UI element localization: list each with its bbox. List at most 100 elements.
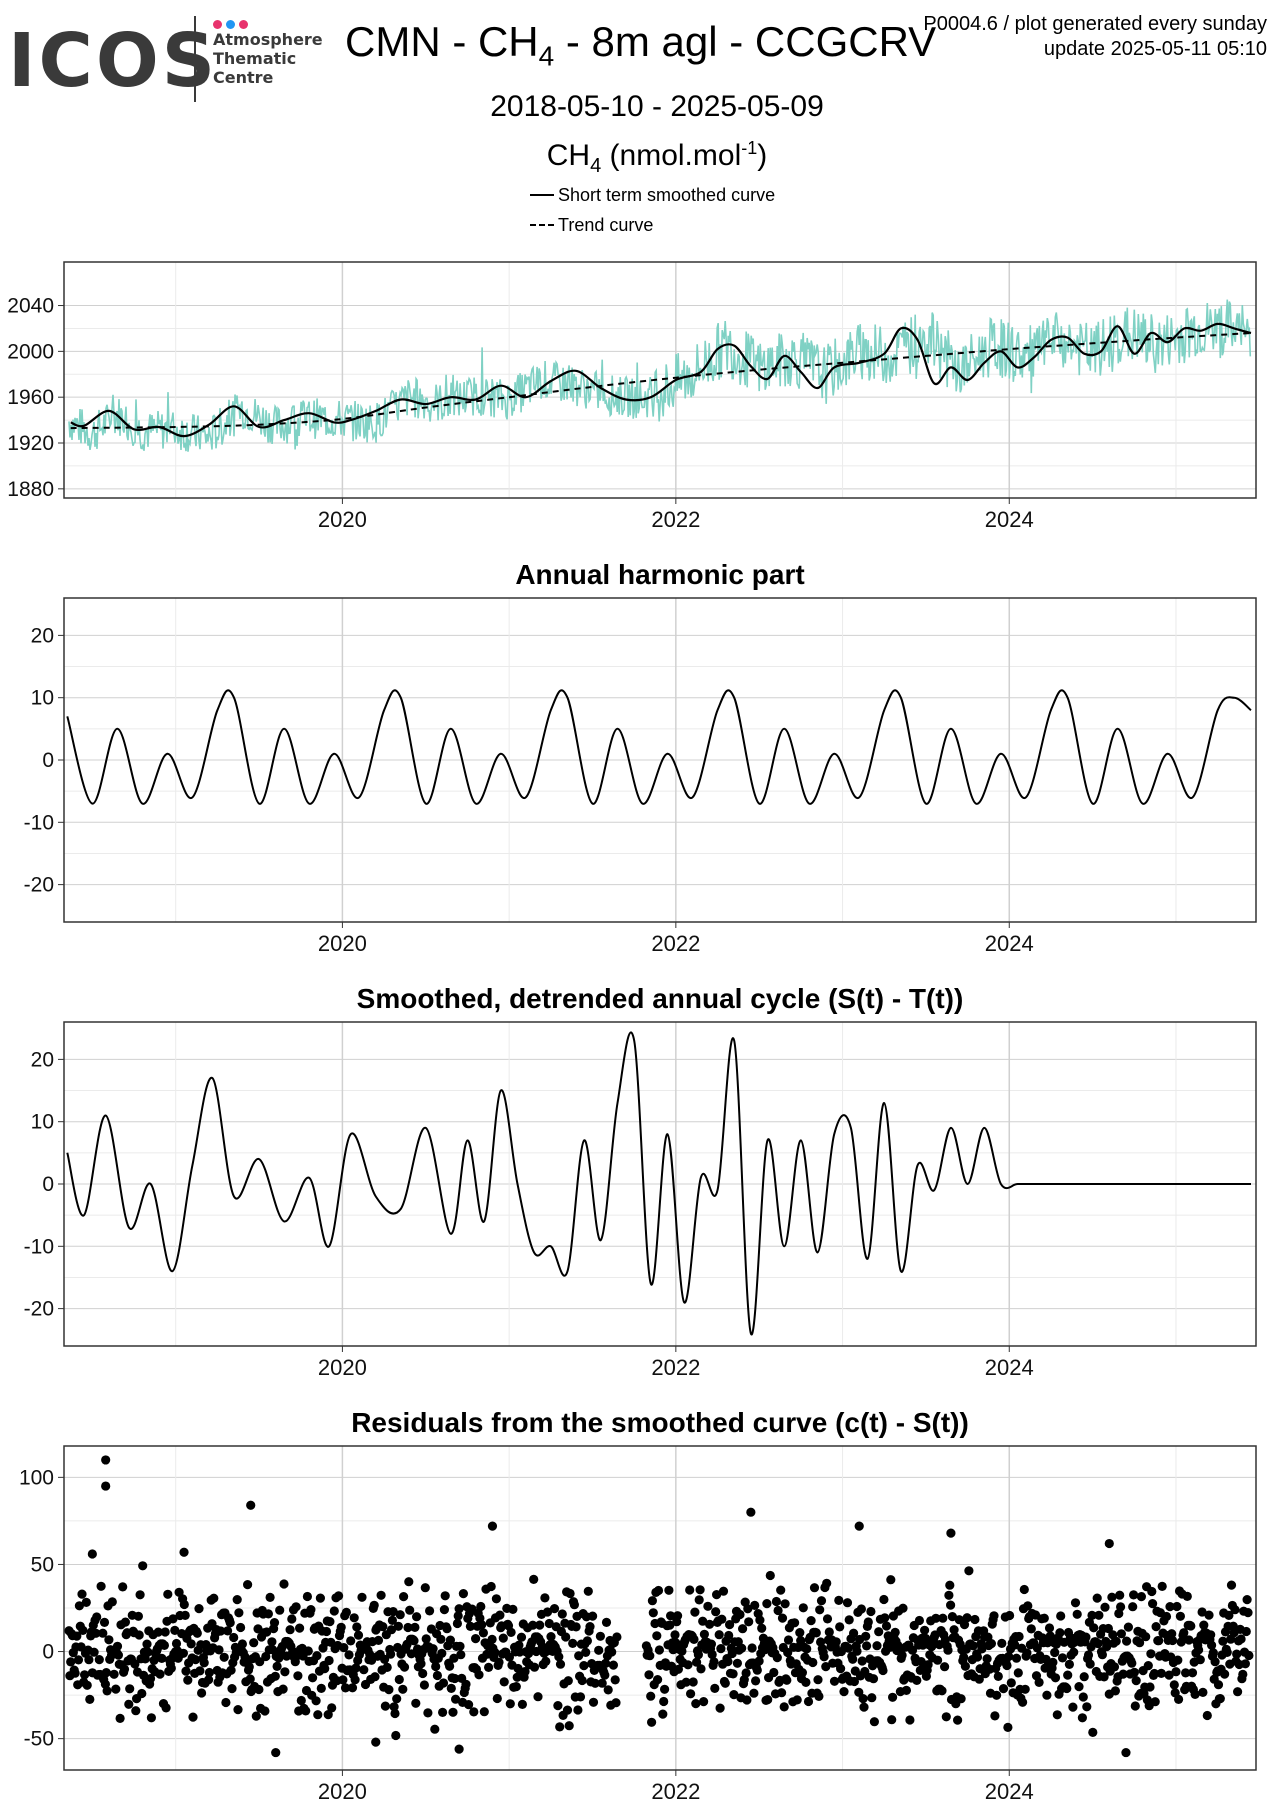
x-tick-label: 2022 bbox=[651, 931, 700, 956]
residual-point bbox=[338, 1675, 348, 1685]
residual-point bbox=[113, 1650, 123, 1660]
residual-point bbox=[388, 1607, 398, 1617]
residual-point bbox=[1187, 1668, 1198, 1678]
residual-point bbox=[419, 1680, 429, 1690]
residual-point bbox=[455, 1641, 465, 1651]
residual-point bbox=[262, 1627, 272, 1637]
residual-point bbox=[1208, 1648, 1218, 1658]
residual-outlier-point bbox=[1121, 1747, 1131, 1758]
logo-subtitle: Atmosphere Thematic Centre bbox=[213, 30, 323, 87]
residual-point bbox=[287, 1614, 297, 1624]
residual-point bbox=[760, 1645, 770, 1655]
residual-point bbox=[404, 1577, 414, 1587]
residual-point bbox=[1148, 1599, 1158, 1609]
residual-point bbox=[852, 1646, 862, 1656]
residual-point bbox=[1050, 1673, 1061, 1683]
residual-point bbox=[732, 1658, 743, 1668]
update-timestamp: update 2025-05-11 05:10 bbox=[1043, 38, 1267, 60]
residual-point bbox=[477, 1620, 487, 1630]
residual-point bbox=[73, 1655, 84, 1665]
residual-point bbox=[743, 1604, 753, 1614]
residual-point bbox=[689, 1634, 699, 1644]
x-tick-label: 2020 bbox=[318, 507, 367, 532]
residual-point bbox=[229, 1632, 239, 1643]
residual-point bbox=[272, 1661, 282, 1671]
residual-point bbox=[504, 1652, 514, 1662]
x-tick-label: 2022 bbox=[651, 1355, 700, 1380]
residual-point bbox=[1002, 1660, 1012, 1671]
residual-point bbox=[1127, 1658, 1137, 1668]
residual-point bbox=[959, 1652, 969, 1662]
residual-point bbox=[660, 1684, 670, 1694]
residual-point bbox=[728, 1669, 738, 1679]
residual-point bbox=[1213, 1680, 1224, 1690]
chart-title: Annual harmonic part bbox=[515, 559, 804, 590]
residual-point bbox=[1156, 1668, 1166, 1678]
residual-point bbox=[321, 1626, 332, 1637]
legend-dashed-line bbox=[530, 224, 554, 226]
residual-point bbox=[134, 1630, 144, 1640]
residual-point bbox=[1023, 1601, 1033, 1611]
residual-point bbox=[1195, 1655, 1205, 1665]
residual-point bbox=[1143, 1661, 1153, 1671]
residual-point bbox=[568, 1638, 578, 1648]
residual-point bbox=[369, 1600, 379, 1610]
residual-point bbox=[384, 1685, 394, 1695]
x-tick-label: 2024 bbox=[985, 1355, 1034, 1380]
residual-point bbox=[797, 1668, 808, 1678]
residual-point bbox=[157, 1653, 167, 1663]
residual-point bbox=[887, 1715, 897, 1725]
residual-point bbox=[1077, 1713, 1087, 1723]
residual-point bbox=[487, 1634, 497, 1644]
logo-dots bbox=[213, 16, 252, 34]
residual-point bbox=[81, 1597, 91, 1607]
residual-point bbox=[880, 1613, 890, 1623]
residual-point bbox=[571, 1622, 581, 1632]
residual-point bbox=[275, 1605, 285, 1615]
residual-point bbox=[265, 1592, 275, 1602]
residual-point bbox=[295, 1623, 305, 1633]
residual-point bbox=[1006, 1678, 1016, 1688]
residual-point bbox=[446, 1683, 456, 1693]
residual-point bbox=[70, 1668, 80, 1678]
residual-point bbox=[423, 1708, 433, 1718]
residual-point bbox=[482, 1649, 492, 1659]
residual-point bbox=[944, 1590, 954, 1600]
residual-point bbox=[1048, 1657, 1058, 1667]
residual-point bbox=[540, 1593, 550, 1603]
residual-point bbox=[1083, 1650, 1094, 1660]
residual-point bbox=[1019, 1584, 1029, 1595]
residual-point bbox=[881, 1621, 892, 1631]
y-tick-label: -10 bbox=[24, 811, 54, 834]
residual-point bbox=[953, 1715, 963, 1725]
logo-sub-line: Centre bbox=[213, 68, 274, 87]
residual-point bbox=[1204, 1610, 1214, 1620]
y-tick-label: -20 bbox=[24, 1298, 54, 1321]
residual-point bbox=[683, 1660, 693, 1670]
residual-outlier-point bbox=[246, 1500, 256, 1510]
residual-point bbox=[648, 1608, 658, 1618]
residual-point bbox=[557, 1609, 567, 1619]
residual-point bbox=[821, 1662, 831, 1672]
residual-point bbox=[359, 1665, 369, 1675]
residual-point bbox=[783, 1635, 794, 1645]
residual-outlier-point bbox=[1104, 1538, 1114, 1549]
residual-point bbox=[769, 1667, 779, 1678]
residual-point bbox=[792, 1695, 802, 1705]
x-tick-label: 2022 bbox=[651, 1779, 700, 1800]
residual-point bbox=[334, 1591, 344, 1601]
residual-point bbox=[1097, 1650, 1107, 1660]
residual-point bbox=[270, 1671, 280, 1681]
residual-point bbox=[897, 1650, 907, 1660]
residual-point bbox=[878, 1665, 888, 1676]
residual-point bbox=[561, 1632, 571, 1642]
residual-point bbox=[659, 1696, 669, 1707]
residual-point bbox=[99, 1617, 110, 1627]
residual-point bbox=[1161, 1611, 1172, 1622]
residual-point bbox=[569, 1600, 580, 1610]
residual-point bbox=[301, 1706, 311, 1716]
residual-point bbox=[724, 1630, 734, 1641]
residual-point bbox=[1194, 1645, 1204, 1655]
residual-point bbox=[771, 1596, 782, 1607]
